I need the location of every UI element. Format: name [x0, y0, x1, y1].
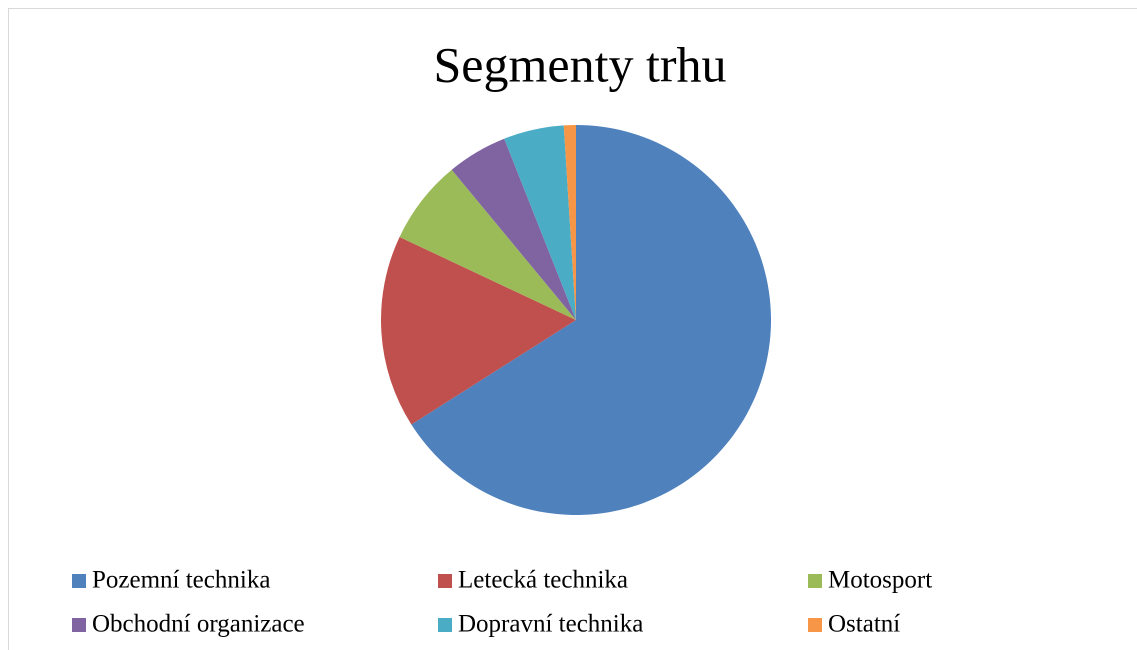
pie-slice [399, 169, 576, 320]
legend-swatch [808, 618, 822, 632]
legend-swatch [438, 574, 452, 588]
legend-label: Dopravní technika [458, 611, 643, 638]
pie-slice [411, 125, 772, 516]
legend-label: Motosport [828, 567, 932, 594]
legend-label: Letecká technika [458, 567, 628, 594]
legend-swatch [72, 618, 86, 632]
chart-border [8, 8, 1137, 650]
legend-swatch [438, 618, 452, 632]
legend-swatch [808, 574, 822, 588]
legend-label: Obchodní organizace [92, 611, 305, 638]
pie-slice [563, 125, 576, 320]
legend-label: Ostatní [828, 611, 900, 638]
legend-label: Pozemní technika [92, 567, 270, 594]
pie-slice [451, 138, 576, 320]
chart-title: Segmenty trhu [433, 36, 726, 92]
legend-swatch [72, 574, 86, 588]
pie-slice [381, 236, 576, 425]
pie-slice [504, 125, 576, 320]
